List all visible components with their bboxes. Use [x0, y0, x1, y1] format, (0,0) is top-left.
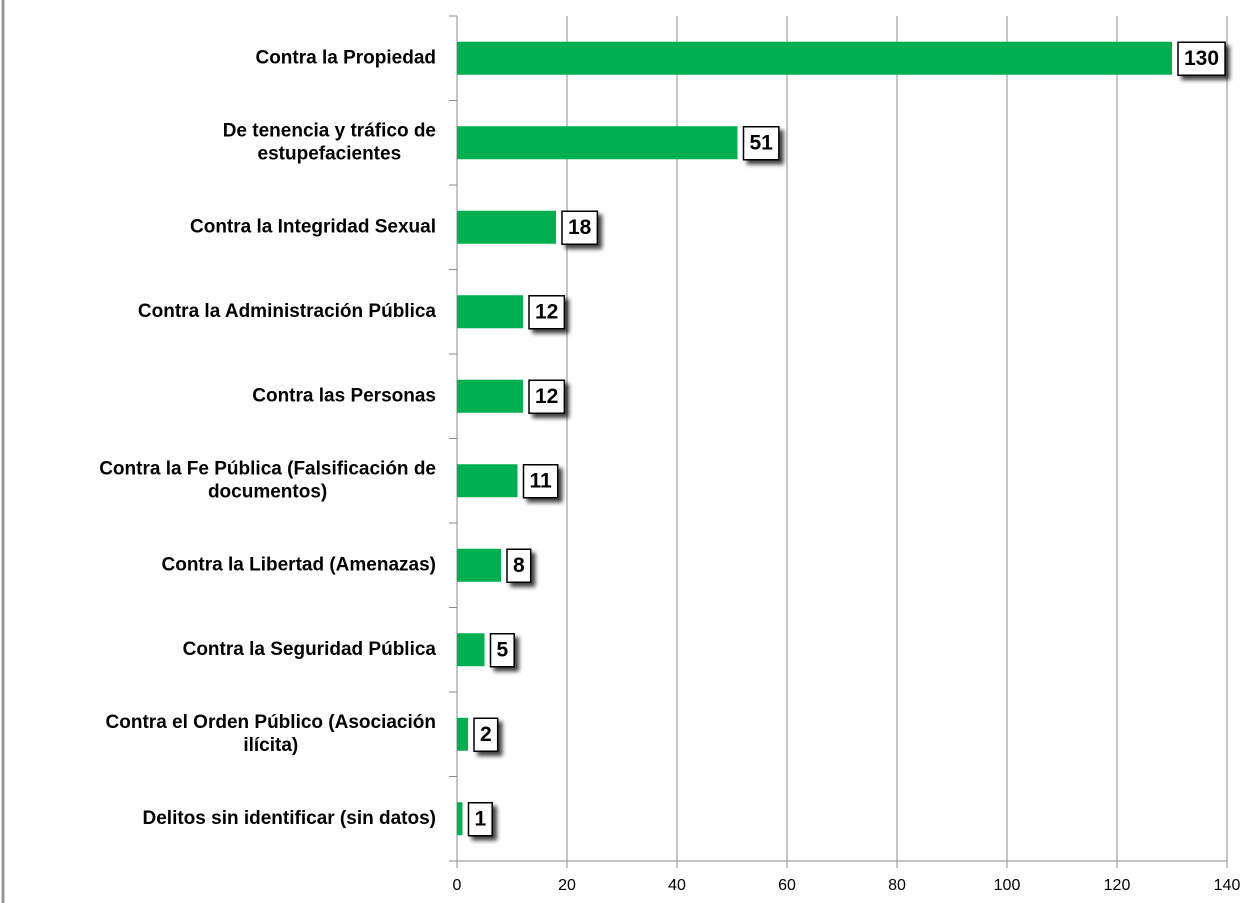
data-label: 130	[1184, 47, 1219, 70]
data-label-box	[506, 548, 532, 583]
data-label: 12	[535, 300, 558, 323]
y-tick-label: Contra la Propiedad	[255, 47, 436, 68]
bar	[457, 126, 738, 160]
data-label-group: 51	[742, 126, 780, 161]
data-label: 1	[475, 807, 487, 830]
data-label-box	[561, 210, 599, 245]
x-tick-label: 80	[888, 877, 906, 894]
x-tick-label: 60	[778, 877, 796, 894]
data-label-box	[473, 717, 499, 752]
data-label-box	[467, 802, 493, 837]
x-tick-label: 20	[558, 877, 576, 894]
data-label-group: 11	[522, 464, 559, 499]
x-tick-label: 140	[1214, 877, 1241, 894]
bar	[457, 295, 523, 329]
data-label-group: 12	[528, 295, 566, 330]
data-label-group: 5	[489, 633, 515, 668]
data-label-box	[528, 295, 566, 330]
label-line: Contra la Fe Pública (Falsificación de	[99, 458, 436, 479]
bar	[457, 379, 523, 413]
y-tick-label: Contra la Administración Pública	[138, 301, 437, 322]
data-label-group: 2	[473, 717, 499, 752]
data-label-box	[489, 633, 515, 668]
data-label: 51	[750, 131, 774, 154]
y-tick-label: Contra el Orden Público (Asociación ilíci…	[106, 712, 436, 756]
data-label-group: 18	[561, 210, 599, 245]
x-tick-label: 100	[994, 877, 1021, 894]
label-line: ilícita)	[243, 735, 298, 756]
label-line: documentos)	[208, 481, 327, 502]
label-line: De tenencia y tráfico de	[223, 120, 436, 141]
label-line: Contra el Orden Público (Asociación	[106, 712, 436, 733]
data-label-group: 1	[467, 802, 493, 837]
y-tick-label: Contra las Personas	[252, 385, 436, 406]
data-label: 8	[513, 554, 525, 577]
bar	[457, 717, 468, 751]
data-label: 5	[497, 638, 509, 661]
data-label-group: 12	[528, 379, 566, 414]
x-tick-label: 120	[1104, 877, 1131, 894]
data-label-box	[742, 126, 780, 161]
bar	[457, 802, 463, 836]
data-label: 18	[568, 216, 592, 239]
data-label-box	[528, 379, 566, 414]
y-tick-label: Delitos sin identificar (sin datos)	[143, 808, 437, 829]
bar	[457, 548, 501, 582]
y-tick-label: Contra la Libertad (Amenazas)	[162, 554, 437, 575]
bar	[457, 633, 485, 667]
data-label-box	[1177, 41, 1226, 76]
data-label-box	[522, 464, 559, 499]
data-label: 11	[530, 469, 553, 492]
data-label-group: 8	[506, 548, 532, 583]
bar	[457, 464, 518, 498]
data-label-group: 130	[1177, 41, 1226, 76]
data-label: 12	[535, 385, 558, 408]
y-tick-label: Contra la Fe Pública (Falsificación de do…	[99, 458, 436, 502]
label-line: estupefacientes	[258, 143, 402, 164]
bar	[457, 210, 556, 244]
x-tick-label: 0	[453, 877, 462, 894]
bar	[457, 41, 1172, 75]
y-tick-label: Contra la Integridad Sexual	[190, 216, 436, 237]
data-label: 2	[480, 723, 492, 746]
y-tick-label: De tenencia y tráfico de estupefacientes	[223, 120, 436, 164]
x-tick-label: 40	[668, 877, 686, 894]
y-tick-label: Contra la Seguridad Pública	[183, 639, 437, 660]
